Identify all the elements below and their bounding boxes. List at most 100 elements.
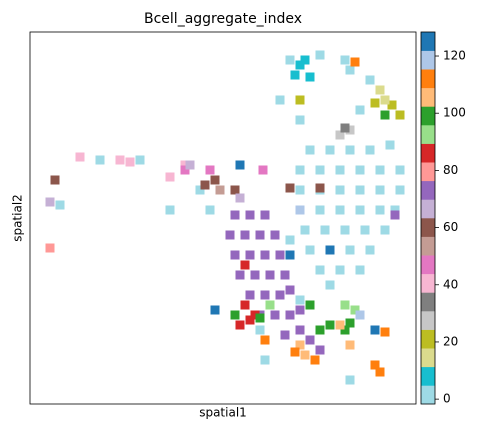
point [375, 85, 385, 95]
point [345, 245, 355, 255]
point [370, 360, 380, 370]
point [295, 305, 305, 315]
point [325, 320, 335, 330]
point [245, 290, 255, 300]
point [285, 250, 295, 260]
point [375, 205, 385, 215]
point [370, 98, 380, 108]
point [335, 205, 345, 215]
point [230, 185, 240, 195]
point [335, 320, 345, 330]
colorbar-band [421, 162, 435, 182]
point [355, 205, 365, 215]
point [260, 210, 270, 220]
point [260, 355, 270, 365]
point [285, 55, 295, 65]
colorbar-tick-label: 40 [443, 277, 458, 291]
point [380, 95, 390, 105]
point [240, 300, 250, 310]
colorbar-band [421, 366, 435, 386]
point [305, 72, 315, 82]
point [350, 305, 360, 315]
colorbar-band [421, 180, 435, 200]
colorbar-band [421, 292, 435, 312]
point [290, 347, 300, 357]
point [260, 290, 270, 300]
point [387, 100, 397, 110]
point [365, 75, 375, 85]
point [255, 325, 265, 335]
point [315, 50, 325, 60]
point [325, 245, 335, 255]
point [315, 205, 325, 215]
point [260, 250, 270, 260]
point [380, 327, 390, 337]
point [315, 265, 325, 275]
point [355, 185, 365, 195]
colorbar-tick-label: 100 [443, 106, 466, 120]
colorbar-band [421, 69, 435, 89]
point [300, 55, 310, 65]
point [235, 270, 245, 280]
y-axis-label: spatial2 [11, 194, 25, 242]
point [180, 165, 190, 175]
point [265, 270, 275, 280]
point [225, 230, 235, 240]
colorbar-band [421, 329, 435, 349]
point [355, 265, 365, 275]
point [375, 367, 385, 377]
point [335, 130, 345, 140]
colorbar-tick-label: 20 [443, 334, 458, 348]
colorbar-band [421, 255, 435, 275]
point [75, 152, 85, 162]
point [300, 225, 310, 235]
point [345, 318, 355, 328]
point [95, 155, 105, 165]
point [200, 180, 210, 190]
point [365, 145, 375, 155]
point [335, 165, 345, 175]
point [395, 165, 405, 175]
point [295, 165, 305, 175]
point [305, 335, 315, 345]
point [295, 205, 305, 215]
point [275, 290, 285, 300]
point [240, 260, 250, 270]
point [245, 250, 255, 260]
point [210, 305, 220, 315]
colorbar-band [421, 385, 435, 405]
point [295, 340, 305, 350]
point [340, 325, 350, 335]
point [355, 165, 365, 175]
point [340, 55, 350, 65]
point [285, 285, 295, 295]
point [395, 185, 405, 195]
point [295, 325, 305, 335]
point [205, 165, 215, 175]
colorbar-band [421, 32, 435, 51]
colorbar-band [421, 106, 435, 126]
point [245, 210, 255, 220]
point [205, 205, 215, 215]
point [135, 155, 145, 165]
colorbar-tick-label: 0 [443, 392, 451, 406]
x-axis-label: spatial1 [199, 406, 247, 420]
point [245, 315, 255, 325]
colorbar-tick-label: 80 [443, 163, 458, 177]
point [185, 160, 195, 170]
point [250, 310, 260, 320]
point [315, 165, 325, 175]
point [255, 313, 265, 323]
point [320, 225, 330, 235]
point [370, 325, 380, 335]
point [295, 295, 305, 305]
point [355, 310, 365, 320]
point [345, 375, 355, 385]
point [355, 105, 365, 115]
plot-frame [29, 31, 417, 405]
colorbar-tick-label: 120 [443, 49, 466, 63]
point [350, 57, 360, 67]
point [50, 175, 60, 185]
point [310, 355, 320, 365]
point [305, 300, 315, 310]
